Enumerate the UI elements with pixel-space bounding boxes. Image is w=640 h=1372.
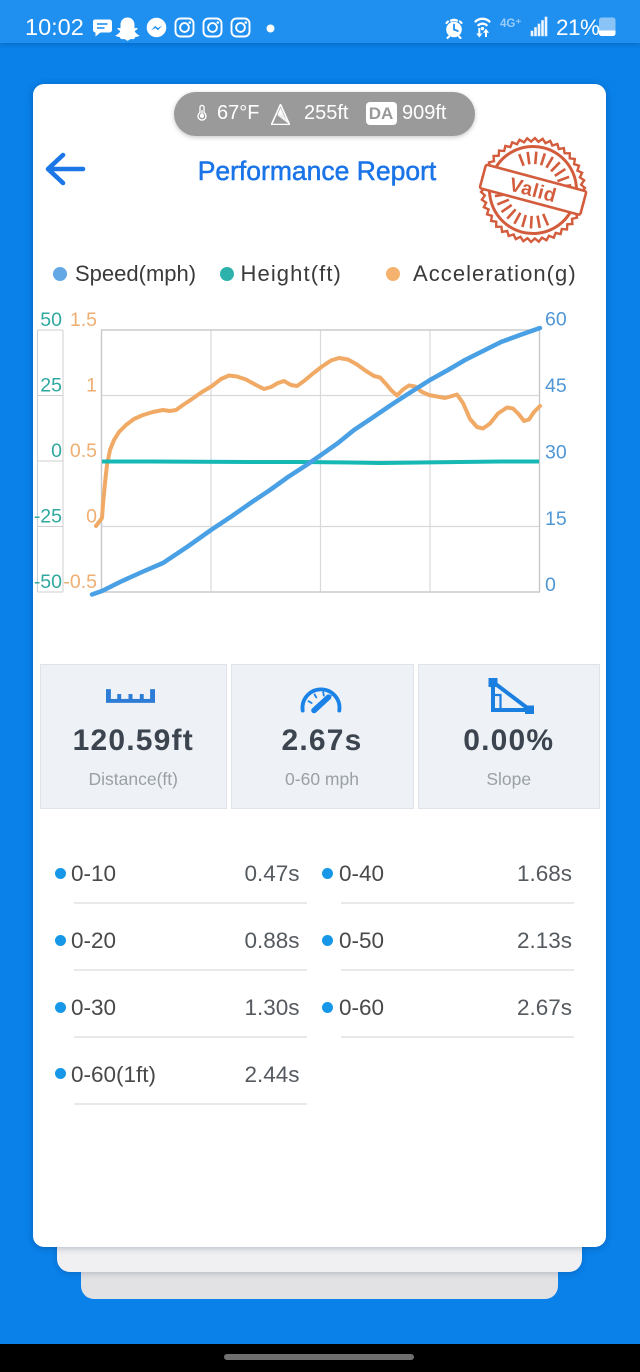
svg-text:0: 0	[545, 574, 556, 596]
svg-text:1.5: 1.5	[70, 309, 97, 331]
svg-text:-25: -25	[34, 506, 62, 528]
svg-text:30: 30	[545, 442, 567, 464]
svg-text:-50: -50	[34, 571, 62, 593]
svg-text:0.5: 0.5	[70, 440, 97, 462]
svg-text:50: 50	[40, 309, 62, 331]
svg-text:-0.5: -0.5	[63, 571, 97, 593]
svg-text:60: 60	[545, 309, 567, 331]
svg-text:4G⁺: 4G⁺	[500, 18, 521, 30]
svg-text:0: 0	[51, 440, 62, 462]
svg-text:15: 15	[545, 508, 567, 530]
svg-text:0: 0	[86, 506, 97, 528]
svg-text:25: 25	[40, 375, 62, 397]
svg-text:45: 45	[545, 375, 567, 397]
svg-text:1: 1	[86, 375, 97, 397]
